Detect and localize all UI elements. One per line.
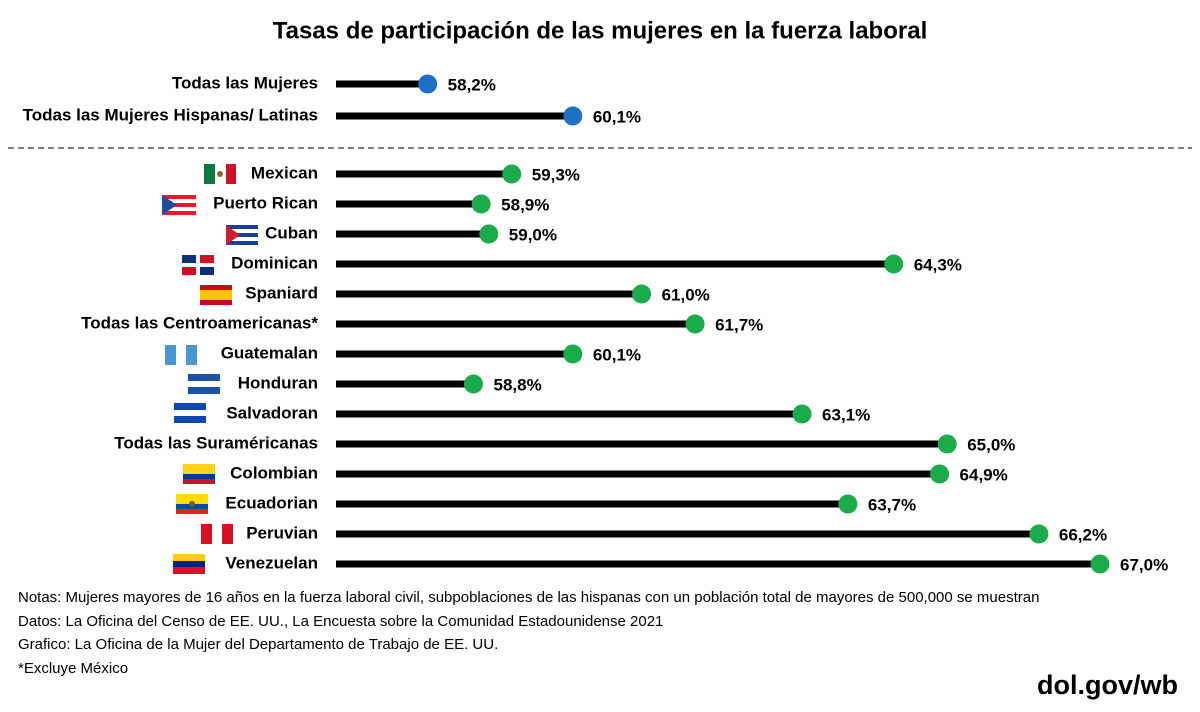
dot [563, 106, 583, 126]
category-label: Guatemalan [221, 343, 318, 362]
flag-peru [201, 524, 233, 544]
flag-dominican [182, 255, 214, 275]
notes: Notas: Mujeres mayores de 16 años en la … [18, 586, 1178, 680]
value-label: 60,1% [593, 107, 641, 126]
category-label: Ecuadorian [225, 493, 318, 512]
category-label: Salvadoran [226, 403, 318, 422]
bar [336, 80, 428, 88]
category-label: Peruvian [246, 523, 318, 542]
dot [418, 74, 438, 94]
bar [336, 230, 489, 238]
bar [336, 410, 803, 418]
bar [336, 290, 642, 298]
category-label: Todas las Suraméricanas [114, 433, 318, 452]
value-label: 64,3% [914, 255, 962, 274]
bar [336, 440, 948, 448]
dot [563, 344, 583, 364]
value-label: 63,7% [868, 495, 916, 514]
flag-colombia [183, 464, 215, 484]
dot [838, 494, 858, 514]
flag-mexico [204, 164, 236, 184]
bar [336, 170, 512, 178]
flags [162, 164, 258, 574]
flag-puerto-rico [162, 195, 196, 215]
dot [884, 254, 904, 274]
dot [685, 314, 705, 334]
bar [336, 380, 474, 388]
value-label: 64,9% [960, 465, 1008, 484]
flag-ecuador [176, 494, 208, 514]
value-label: 67,0% [1120, 555, 1168, 574]
value-label: 58,8% [494, 375, 542, 394]
flag-honduras [188, 374, 220, 394]
dot [471, 194, 491, 214]
category-label: Spaniard [245, 283, 318, 302]
note: Grafico: La Oficina de la Mujer del Depa… [18, 636, 499, 653]
category-label: Dominican [231, 253, 318, 272]
value-label: 61,0% [662, 285, 710, 304]
value-label: 59,0% [509, 225, 557, 244]
source: dol.gov/wb [1037, 670, 1178, 700]
category-label: Honduran [238, 373, 318, 392]
bar [336, 560, 1100, 568]
dot [937, 434, 957, 454]
note: Notas: Mujeres mayores de 16 años en la … [18, 589, 1040, 606]
dot [464, 374, 484, 394]
bar [336, 112, 573, 120]
category-label: Colombian [230, 463, 318, 482]
note: Datos: La Oficina del Censo de EE. UU., … [18, 612, 664, 630]
value-label: 60,1% [593, 345, 641, 364]
category-label: Cuban [265, 223, 318, 242]
dot [930, 464, 950, 484]
chart-title: Tasas de participación de las mujeres en… [273, 17, 927, 44]
note: *Excluye México [18, 659, 129, 677]
dot [1090, 554, 1110, 574]
category-label: Todas las Mujeres Hispanas/ Latinas [23, 105, 318, 124]
dot [502, 164, 522, 184]
bar [336, 350, 573, 358]
category-label: Todas las Centroamericanas* [81, 313, 318, 332]
value-label: 65,0% [967, 435, 1015, 454]
flag-venezuela [173, 554, 205, 574]
flag-spain [200, 285, 232, 305]
category-label: Mexican [251, 163, 318, 182]
flag-cuba [226, 225, 258, 245]
category-label: Venezuelan [225, 553, 318, 572]
bar [336, 470, 940, 478]
flag-guatemala [165, 345, 197, 365]
category-label: Todas las Mujeres [172, 73, 318, 92]
bar [336, 260, 894, 268]
value-label: 58,2% [448, 75, 496, 94]
value-label: 63,1% [822, 405, 870, 424]
bar [336, 200, 482, 208]
bar [336, 530, 1039, 538]
value-label: 61,7% [715, 315, 763, 334]
dot [479, 224, 499, 244]
dot [632, 284, 652, 304]
dot [1029, 524, 1049, 544]
flag-el-salvador [174, 403, 206, 423]
value-label: 58,9% [501, 195, 549, 214]
bar [336, 500, 848, 508]
bar [336, 320, 696, 328]
category-label: Puerto Rican [213, 193, 318, 212]
value-label: 59,3% [532, 165, 580, 184]
dot [792, 404, 812, 424]
value-label: 66,2% [1059, 525, 1107, 544]
